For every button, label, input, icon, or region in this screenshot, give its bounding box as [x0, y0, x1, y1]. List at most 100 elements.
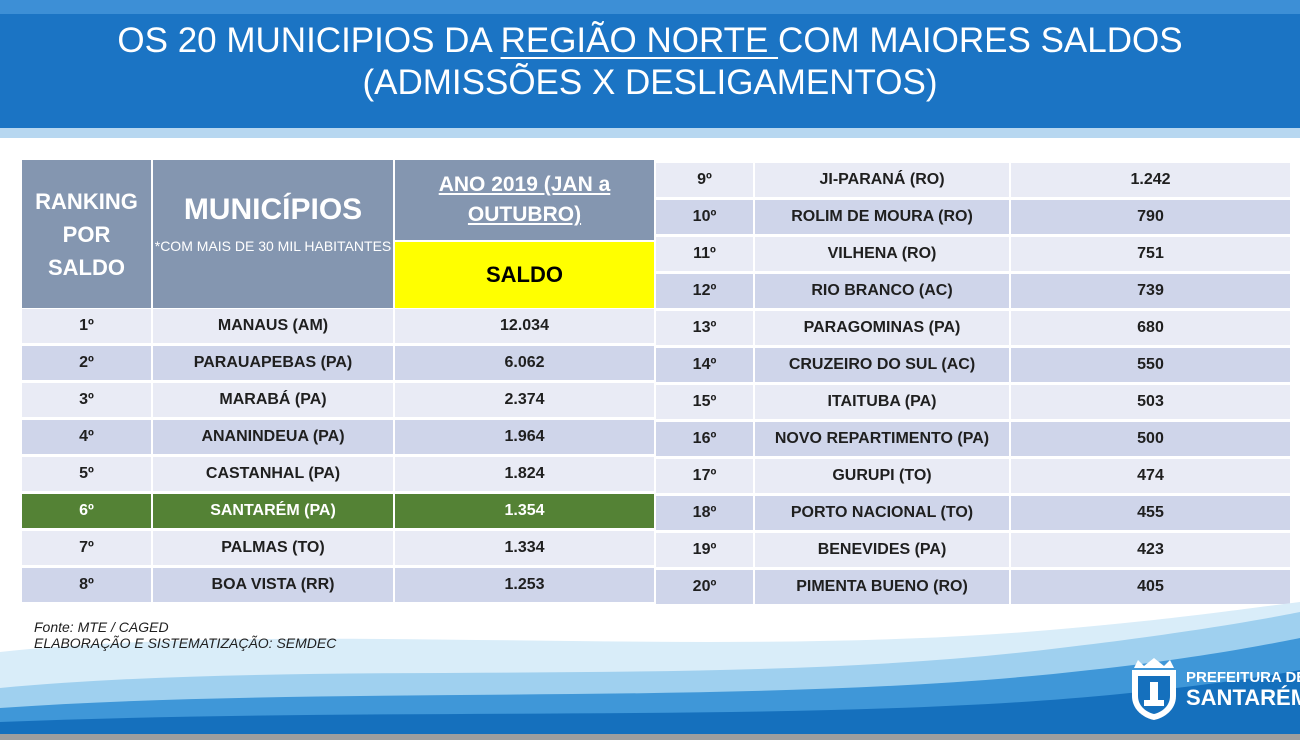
header-saldo: SALDO [395, 242, 654, 308]
city-cell: RIO BRANCO (AC) [755, 274, 1011, 308]
table-row: 12º RIO BRANCO (AC) 739 [656, 274, 1290, 308]
city-cell: PORTO NACIONAL (TO) [755, 496, 1011, 530]
header-municipios: MUNICÍPIOS *COM MAIS DE 30 MIL HABITANTE… [153, 160, 393, 308]
rank-cell: 16º [656, 422, 755, 456]
rank-cell: 17º [656, 459, 755, 493]
title-line-2: (ADMISSÕES X DESLIGAMENTOS) [362, 63, 938, 102]
saldo-cell: 405 [1011, 570, 1290, 604]
source-line-1: Fonte: MTE / CAGED [34, 619, 169, 635]
city-cell: PARAUAPEBAS (PA) [153, 346, 395, 380]
saldo-cell: 1.253 [395, 568, 654, 602]
saldo-cell: 6.062 [395, 346, 654, 380]
title-underlined: REGIÃO NORTE [500, 21, 779, 60]
table-row: 16º NOVO REPARTIMENTO (PA) 500 [656, 422, 1290, 456]
saldo-cell: 455 [1011, 496, 1290, 530]
table-row: 19º BENEVIDES (PA) 423 [656, 533, 1290, 567]
table-row: 11º VILHENA (RO) 751 [656, 237, 1290, 271]
logo-line-1: PREFEITURA DE [1186, 669, 1300, 686]
table-row: 4º ANANINDEUA (PA) 1.964 [22, 420, 654, 454]
source-line-2: ELABORAÇÃO E SISTEMATIZAÇÃO: SEMDEC [34, 635, 337, 651]
saldo-cell: 739 [1011, 274, 1290, 308]
city-cell: PALMAS (TO) [153, 531, 395, 565]
table-row: 3º MARABÁ (PA) 2.374 [22, 383, 654, 417]
saldo-cell: 751 [1011, 237, 1290, 271]
city-coat-of-arms-icon [1132, 658, 1176, 720]
city-cell: NOVO REPARTIMENTO (PA) [755, 422, 1011, 456]
table-row: 14º CRUZEIRO DO SUL (AC) 550 [656, 348, 1290, 382]
saldo-cell: 790 [1011, 200, 1290, 234]
logo-text: PREFEITURA DE SANTARÉM [1186, 668, 1300, 710]
saldo-cell: 1.354 [395, 494, 654, 528]
rank-cell: 13º [656, 311, 755, 345]
table-row: 5º CASTANHAL (PA) 1.824 [22, 457, 654, 491]
city-cell: CASTANHAL (PA) [153, 457, 395, 491]
table-row: 15º ITAITUBA (PA) 503 [656, 385, 1290, 419]
rank-cell: 11º [656, 237, 755, 271]
city-cell: ITAITUBA (PA) [755, 385, 1011, 419]
source-note: Fonte: MTE / CAGED ELABORAÇÃO E SISTEMAT… [34, 619, 336, 651]
saldo-cell: 500 [1011, 422, 1290, 456]
rank-cell: 6º [22, 494, 153, 528]
rank-cell: 12º [656, 274, 755, 308]
rank-cell: 15º [656, 385, 755, 419]
rank-cell: 4º [22, 420, 153, 454]
ranking-table-right: 9º JI-PARANÁ (RO) 1.242 10º ROLIM DE MOURA (… [656, 160, 1290, 607]
saldo-cell: 12.034 [395, 309, 654, 343]
rank-cell: 3º [22, 383, 153, 417]
city-cell: MANAUS (AM) [153, 309, 395, 343]
rank-cell: 20º [656, 570, 755, 604]
city-cell: PARAGOMINAS (PA) [755, 311, 1011, 345]
header-ranking: RANKING POR SALDO [22, 160, 151, 308]
city-cell: BOA VISTA (RR) [153, 568, 395, 602]
table-row: 1º MANAUS (AM) 12.034 [22, 309, 654, 343]
table-row: 10º ROLIM DE MOURA (RO) 790 [656, 200, 1290, 234]
table-row: 9º JI-PARANÁ (RO) 1.242 [656, 163, 1290, 197]
saldo-cell: 1.964 [395, 420, 654, 454]
rank-cell: 10º [656, 200, 755, 234]
table-row: 7º PALMAS (TO) 1.334 [22, 531, 654, 565]
saldo-cell: 1.824 [395, 457, 654, 491]
title-line-1: OS 20 MUNICIPIOS DA REGIÃO NORTE COM MAI… [117, 21, 1183, 60]
city-cell: PIMENTA BUENO (RO) [755, 570, 1011, 604]
banner-strip [0, 128, 1300, 138]
table-row: 18º PORTO NACIONAL (TO) 455 [656, 496, 1290, 530]
rank-cell: 7º [22, 531, 153, 565]
city-cell: MARABÁ (PA) [153, 383, 395, 417]
logo-line-2: SANTARÉM [1186, 685, 1300, 710]
table-row: 20º PIMENTA BUENO (RO) 405 [656, 570, 1290, 604]
saldo-cell: 503 [1011, 385, 1290, 419]
table-row: 13º PARAGOMINAS (PA) 680 [656, 311, 1290, 345]
rank-cell: 9º [656, 163, 755, 197]
city-cell: SANTARÉM (PA) [153, 494, 395, 528]
rank-cell: 1º [22, 309, 153, 343]
table-row: 8º BOA VISTA (RR) 1.253 [22, 568, 654, 602]
table-row: 6º SANTARÉM (PA) 1.354 [22, 494, 654, 528]
saldo-cell: 1.334 [395, 531, 654, 565]
ranking-table-left: 1º MANAUS (AM) 12.034 2º PARAUAPEBAS (PA) 6.0… [22, 306, 654, 605]
banner-highlight [0, 0, 1300, 14]
saldo-cell: 550 [1011, 348, 1290, 382]
rank-cell: 18º [656, 496, 755, 530]
city-cell: GURUPI (TO) [755, 459, 1011, 493]
city-cell: CRUZEIRO DO SUL (AC) [755, 348, 1011, 382]
rank-cell: 8º [22, 568, 153, 602]
rank-cell: 2º [22, 346, 153, 380]
saldo-cell: 680 [1011, 311, 1290, 345]
city-cell: VILHENA (RO) [755, 237, 1011, 271]
city-cell: ANANINDEUA (PA) [153, 420, 395, 454]
title-banner: OS 20 MUNICIPIOS DA REGIÃO NORTE COM MAI… [0, 0, 1300, 128]
header-year: ANO 2019 (JAN a OUTUBRO) [395, 160, 654, 240]
page-title: OS 20 MUNICIPIOS DA REGIÃO NORTE COM MAI… [0, 20, 1300, 104]
city-cell: ROLIM DE MOURA (RO) [755, 200, 1011, 234]
city-cell: BENEVIDES (PA) [755, 533, 1011, 567]
table-row: 2º PARAUAPEBAS (PA) 6.062 [22, 346, 654, 380]
saldo-cell: 474 [1011, 459, 1290, 493]
saldo-cell: 2.374 [395, 383, 654, 417]
rank-cell: 5º [22, 457, 153, 491]
city-cell: JI-PARANÁ (RO) [755, 163, 1011, 197]
footer-waves [0, 602, 1300, 740]
header-municipios-note: *COM MAIS DE 30 MIL HABITANTES [154, 238, 392, 254]
rank-cell: 19º [656, 533, 755, 567]
saldo-cell: 1.242 [1011, 163, 1290, 197]
header-municipios-title: MUNICÍPIOS [183, 193, 363, 226]
